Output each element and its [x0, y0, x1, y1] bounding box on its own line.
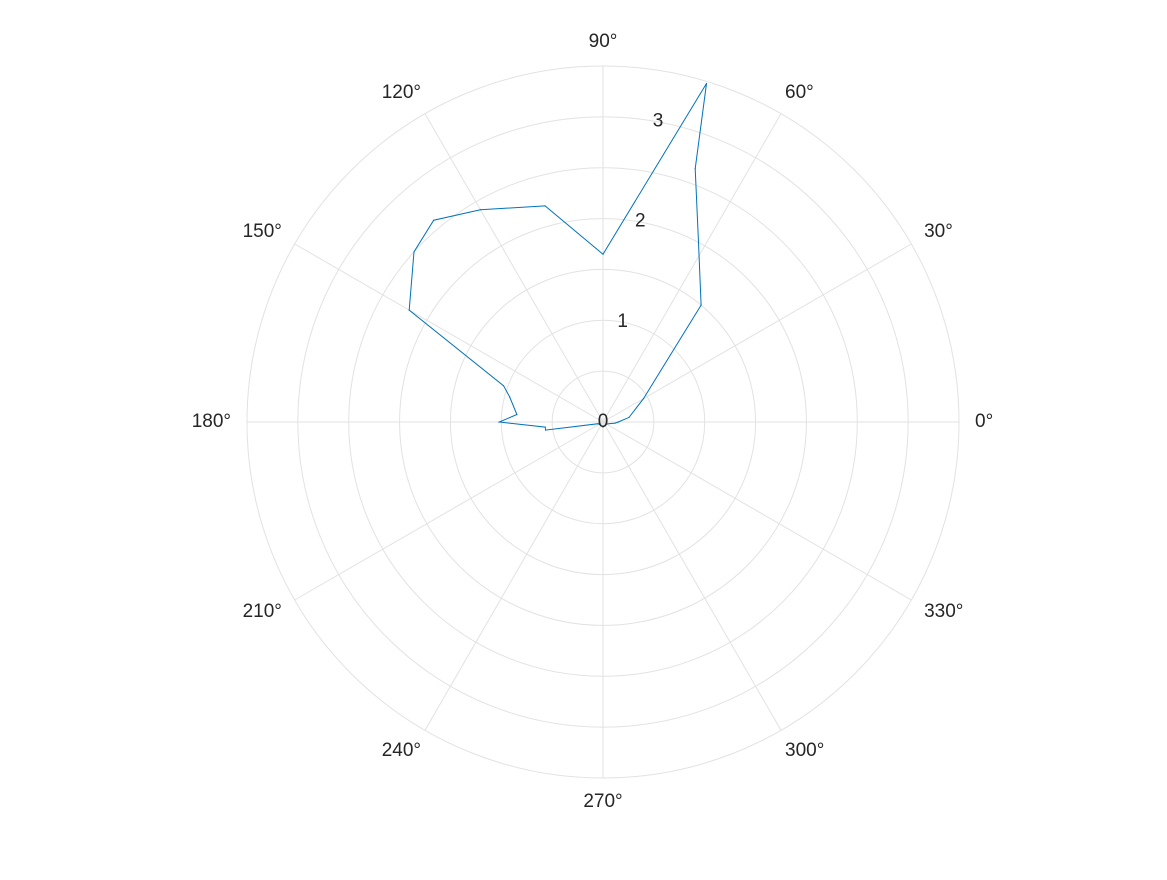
theta-tick-label: 90°	[589, 31, 618, 52]
data-point	[408, 309, 410, 311]
series-layer	[408, 82, 708, 431]
theta-grid-line-300	[602, 421, 782, 731]
theta-tick-label: 300°	[785, 740, 824, 761]
data-point	[544, 205, 546, 207]
theta-tick-label: 120°	[382, 82, 421, 103]
data-point	[602, 253, 604, 255]
theta-tick-label: 30°	[924, 221, 953, 242]
label-layer: 0° 30° 60° 90° 120° 150° 180° 210° 240° 270° 300° 3…	[192, 31, 993, 812]
data-point	[602, 426, 604, 428]
data-point	[433, 219, 435, 221]
theta-grid-line-150	[294, 243, 604, 423]
theta-tick-label: 0°	[975, 411, 993, 432]
data-point	[705, 82, 708, 85]
theta-tick-label: 60°	[785, 82, 814, 103]
theta-grid-line-210	[294, 421, 604, 601]
data-point	[605, 423, 608, 425]
data-point	[694, 168, 696, 170]
r-tick-label: 2	[635, 211, 646, 232]
data-point	[544, 429, 547, 431]
theta-grid-line-60	[602, 113, 782, 423]
data-point	[697, 241, 700, 243]
series-line-0	[408, 83, 707, 431]
theta-tick-label: 150°	[243, 221, 282, 242]
data-point	[502, 385, 505, 387]
grid-layer	[246, 65, 960, 779]
data-point	[614, 422, 616, 424]
data-point	[413, 251, 415, 253]
data-point	[516, 413, 518, 416]
r-tick-label: 1	[617, 311, 628, 332]
data-point	[597, 423, 599, 425]
theta-tick-label: 270°	[583, 791, 622, 812]
theta-grid-line-120	[424, 113, 604, 423]
data-point	[479, 209, 482, 211]
data-point	[642, 398, 645, 400]
data-point	[509, 396, 511, 398]
data-point	[628, 416, 630, 419]
theta-grid-line-330	[602, 421, 912, 601]
data-point	[617, 421, 619, 423]
theta-grid-line-30	[602, 243, 912, 423]
data-point	[599, 424, 601, 426]
theta-grid-line-240	[424, 421, 604, 731]
theta-tick-label: 330°	[924, 601, 963, 622]
data-point	[604, 424, 606, 427]
theta-tick-label: 210°	[243, 601, 282, 622]
data-point	[700, 304, 702, 306]
theta-tick-label: 240°	[382, 740, 421, 761]
r-tick-label: 0	[598, 411, 609, 432]
r-tick-label: 3	[653, 111, 664, 132]
data-point	[544, 426, 546, 428]
theta-tick-label: 180°	[192, 411, 231, 432]
data-point	[498, 421, 500, 423]
